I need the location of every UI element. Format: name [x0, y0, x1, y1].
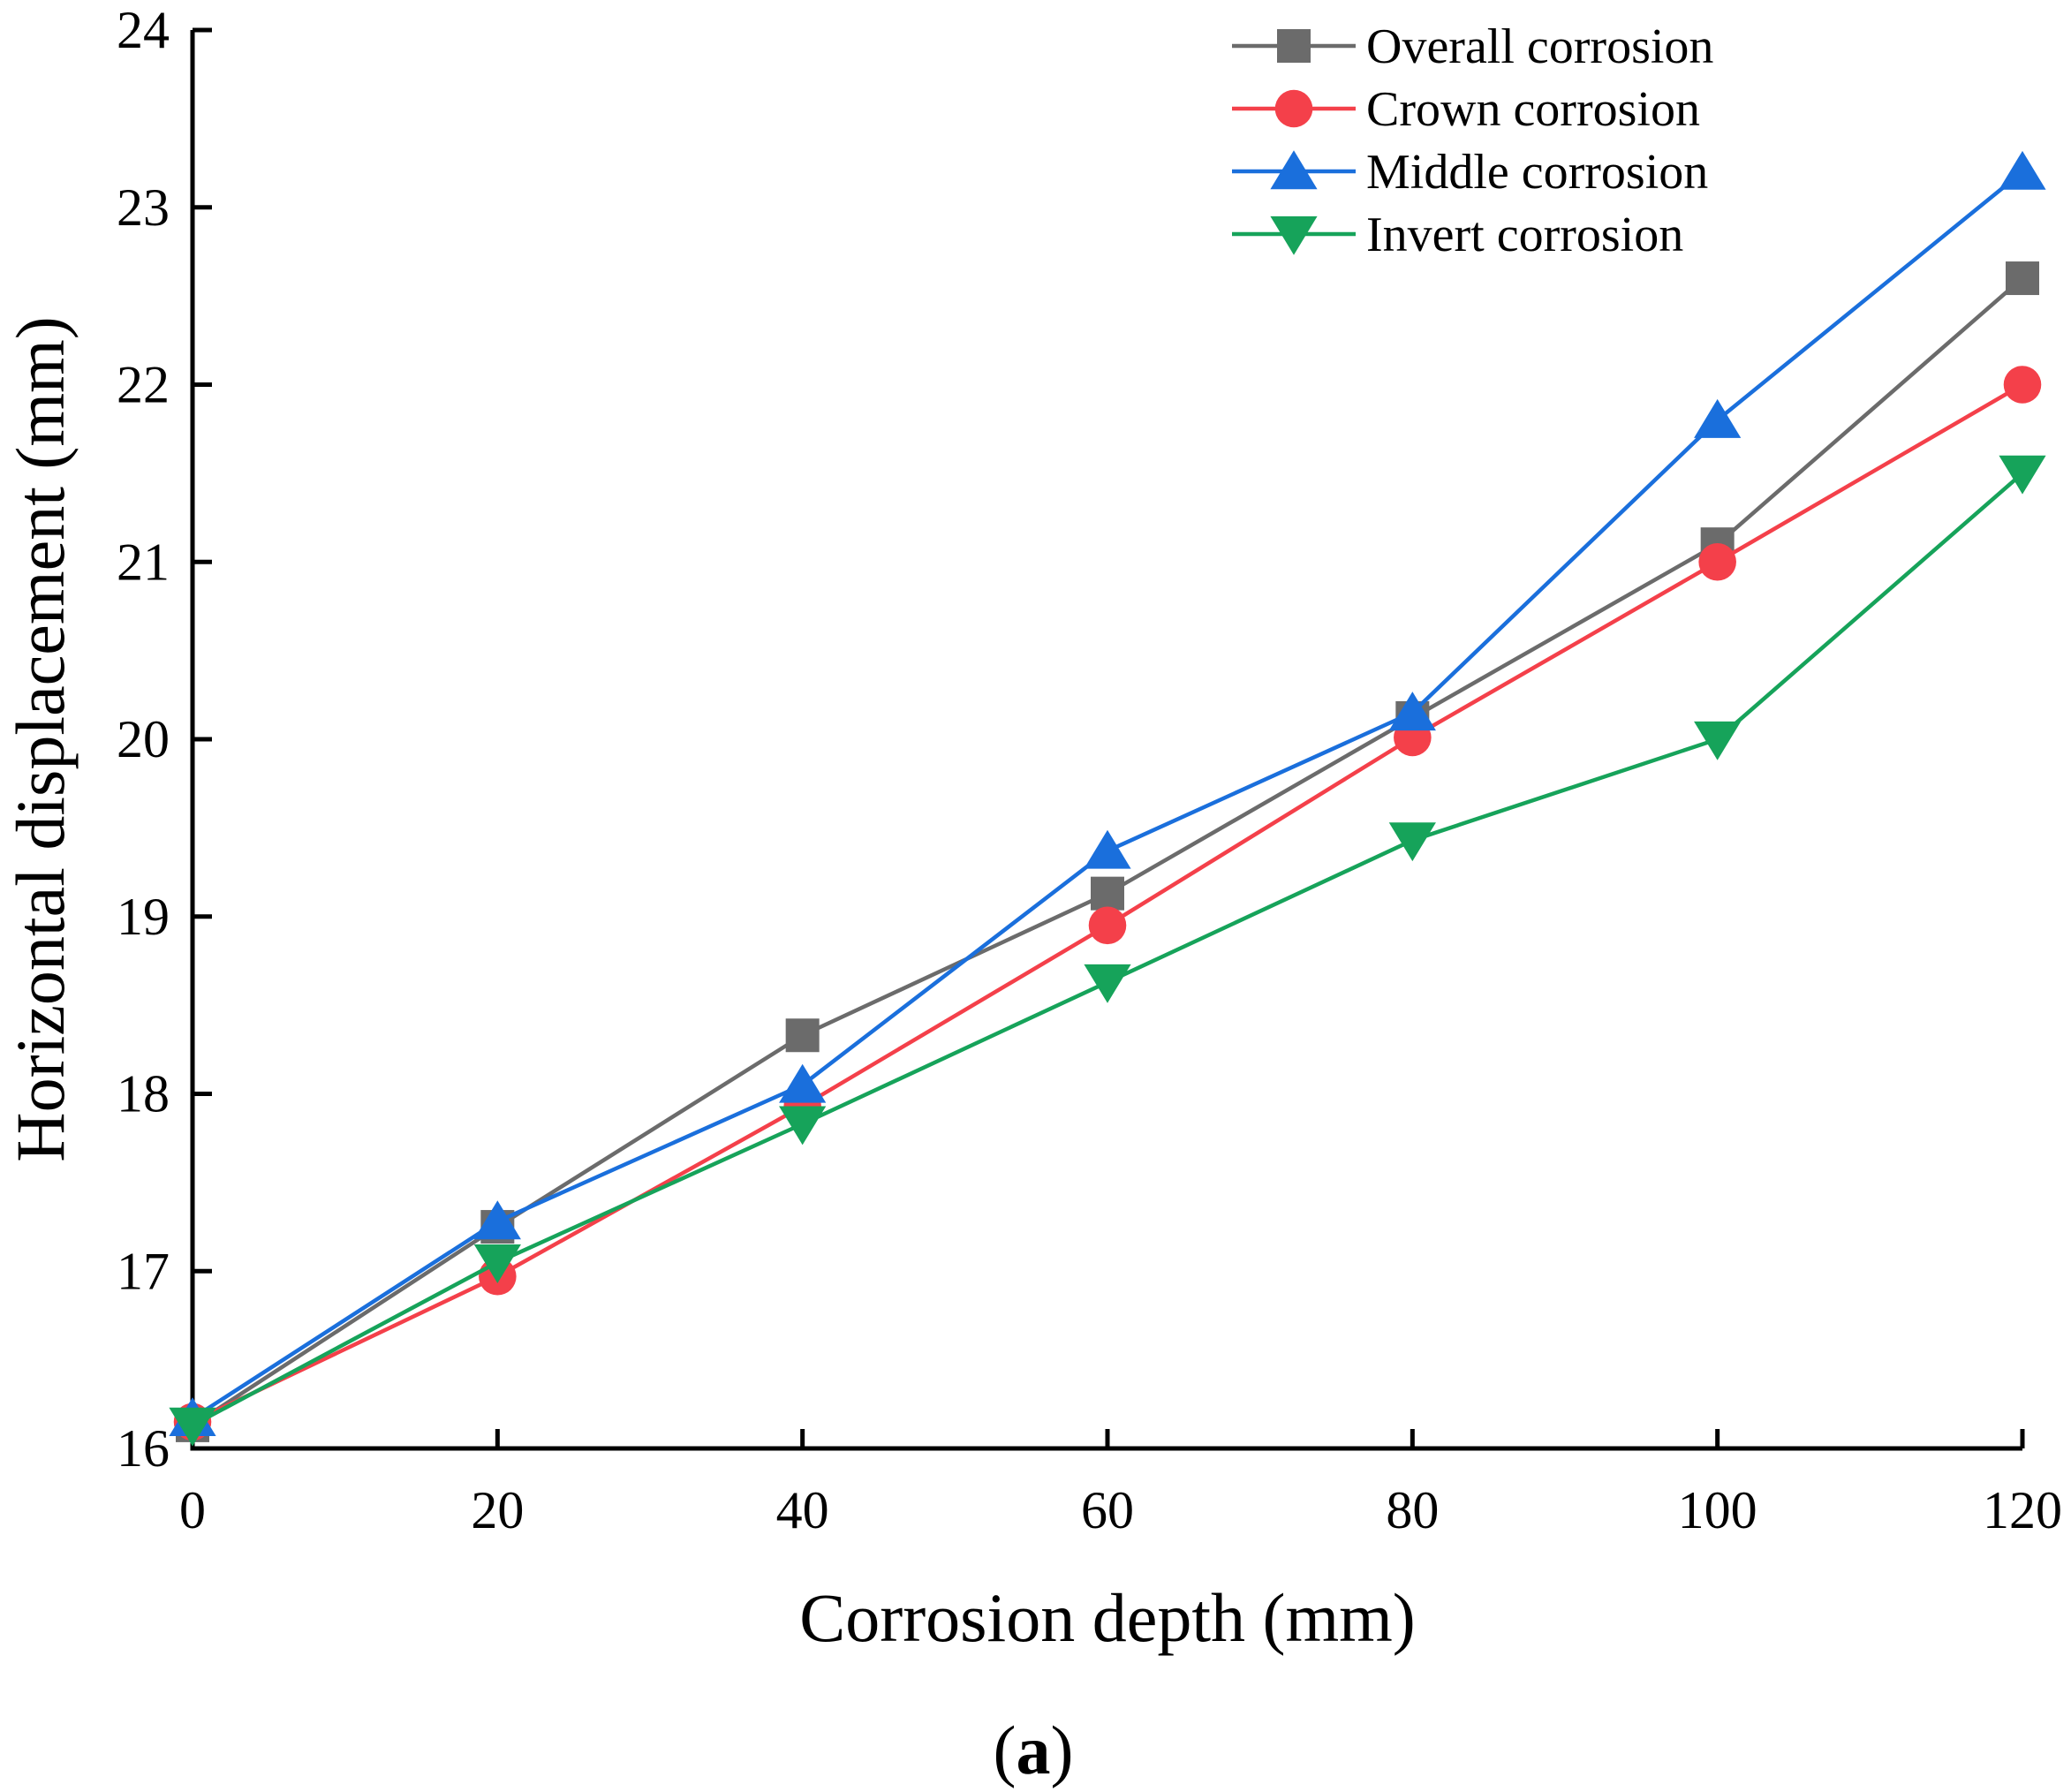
x-tick-label-0: 0 [179, 1481, 206, 1539]
legend: Overall corrosion Crown corrosion Middle c… [1232, 19, 1713, 262]
caption-open-paren: ( [994, 1712, 1017, 1788]
data-point-invert-corrosion-100 [1694, 721, 1742, 760]
series-line-middle-corrosion [191, 170, 2024, 1420]
legend-item-overall-corrosion: Overall corrosion [1232, 19, 1713, 74]
legend-marker-invert-corrosion [1270, 215, 1318, 255]
data-point-invert-corrosion-0 [169, 1407, 216, 1447]
y-axis-title: Horizontal displacement (mm) [2, 316, 79, 1161]
x-tick-label-20: 20 [471, 1481, 524, 1539]
x-tick-label-80: 80 [1386, 1481, 1439, 1539]
data-point-crown-corrosion-120 [2003, 366, 2042, 404]
series-invert-corrosion [169, 455, 2046, 1447]
legend-marker-overall-corrosion [1277, 29, 1311, 63]
y-tick-label-22: 22 [117, 356, 170, 414]
data-series [169, 150, 2046, 1447]
plot-frame-axes [190, 30, 2022, 1451]
legend-label-overall-corrosion: Overall corrosion [1366, 19, 1713, 74]
data-point-invert-corrosion-60 [1084, 964, 1131, 1003]
x-tick-label-40: 40 [776, 1481, 829, 1539]
y-tick-label-23: 23 [117, 178, 170, 237]
legend-item-crown-corrosion: Crown corrosion [1232, 82, 1700, 137]
y-tick-label-17: 17 [117, 1242, 170, 1300]
x-tick-label-100: 100 [1678, 1481, 1757, 1539]
legend-label-invert-corrosion: Invert corrosion [1366, 208, 1683, 262]
series-middle-corrosion [169, 150, 2046, 1437]
data-point-middle-corrosion-120 [1999, 150, 2046, 190]
data-point-overall-corrosion-40 [785, 1018, 820, 1053]
caption-letter: a [1017, 1712, 1051, 1788]
data-point-middle-corrosion-60 [1084, 829, 1131, 869]
y-tick-label-24: 24 [117, 1, 170, 59]
legend-marker-middle-corrosion [1270, 150, 1318, 190]
data-point-overall-corrosion-120 [2006, 261, 2039, 296]
data-point-middle-corrosion-40 [779, 1063, 827, 1103]
caption-close-paren: ) [1051, 1712, 1074, 1788]
y-tick-label-21: 21 [117, 533, 170, 591]
axis-ticks: 0 20 40 60 80 100 120 16 17 18 19 20 21 22 23 24 [117, 1, 2062, 1539]
data-point-invert-corrosion-40 [779, 1106, 827, 1146]
x-tick-label-120: 120 [1983, 1481, 2062, 1539]
legend-marker-crown-corrosion [1274, 89, 1313, 128]
data-point-crown-corrosion-60 [1088, 906, 1127, 945]
legend-label-crown-corrosion: Crown corrosion [1366, 82, 1700, 137]
data-point-middle-corrosion-100 [1694, 398, 1742, 438]
y-tick-label-20: 20 [117, 710, 170, 768]
data-point-invert-corrosion-80 [1388, 822, 1436, 862]
axes [190, 30, 2022, 1451]
y-tick-label-16: 16 [117, 1419, 170, 1478]
series-line-invert-corrosion [191, 472, 2024, 1427]
x-tick-label-60: 60 [1081, 1481, 1134, 1539]
data-point-invert-corrosion-20 [473, 1244, 521, 1283]
data-point-invert-corrosion-120 [1999, 455, 2046, 495]
data-point-middle-corrosion-80 [1388, 692, 1436, 731]
data-point-crown-corrosion-100 [1698, 542, 1736, 581]
figure-caption: (a) [994, 1712, 1074, 1788]
legend-label-middle-corrosion: Middle corrosion [1366, 145, 1708, 200]
y-tick-label-19: 19 [117, 888, 170, 946]
y-tick-label-18: 18 [117, 1065, 170, 1123]
x-axis-title: Corrosion depth (mm) [799, 1579, 1416, 1656]
data-point-middle-corrosion-20 [473, 1200, 521, 1240]
data-point-overall-corrosion-60 [1091, 876, 1124, 911]
legend-item-invert-corrosion: Invert corrosion [1232, 208, 1683, 262]
legend-item-middle-corrosion: Middle corrosion [1232, 145, 1708, 200]
